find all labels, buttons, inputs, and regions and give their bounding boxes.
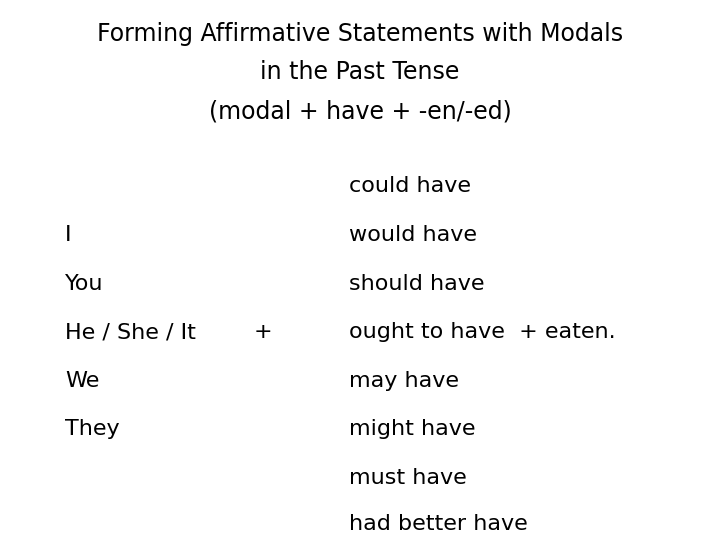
Text: could have: could have [349,176,471,197]
Text: Forming Affirmative Statements with Modals: Forming Affirmative Statements with Moda… [97,22,623,45]
Text: may have: may have [349,370,459,391]
Text: We: We [65,370,99,391]
Text: might have: might have [349,419,476,440]
Text: They: They [65,419,120,440]
Text: (modal + have + -en/-ed): (modal + have + -en/-ed) [209,99,511,123]
Text: You: You [65,273,103,294]
Text: I: I [65,225,71,245]
Text: He / She / It: He / She / It [65,322,196,342]
Text: should have: should have [349,273,485,294]
Text: in the Past Tense: in the Past Tense [261,60,459,84]
Text: +: + [253,322,272,342]
Text: must have: must have [349,468,467,488]
Text: had better have: had better have [349,514,528,534]
Text: ought to have  + eaten.: ought to have + eaten. [349,322,616,342]
Text: would have: would have [349,225,477,245]
